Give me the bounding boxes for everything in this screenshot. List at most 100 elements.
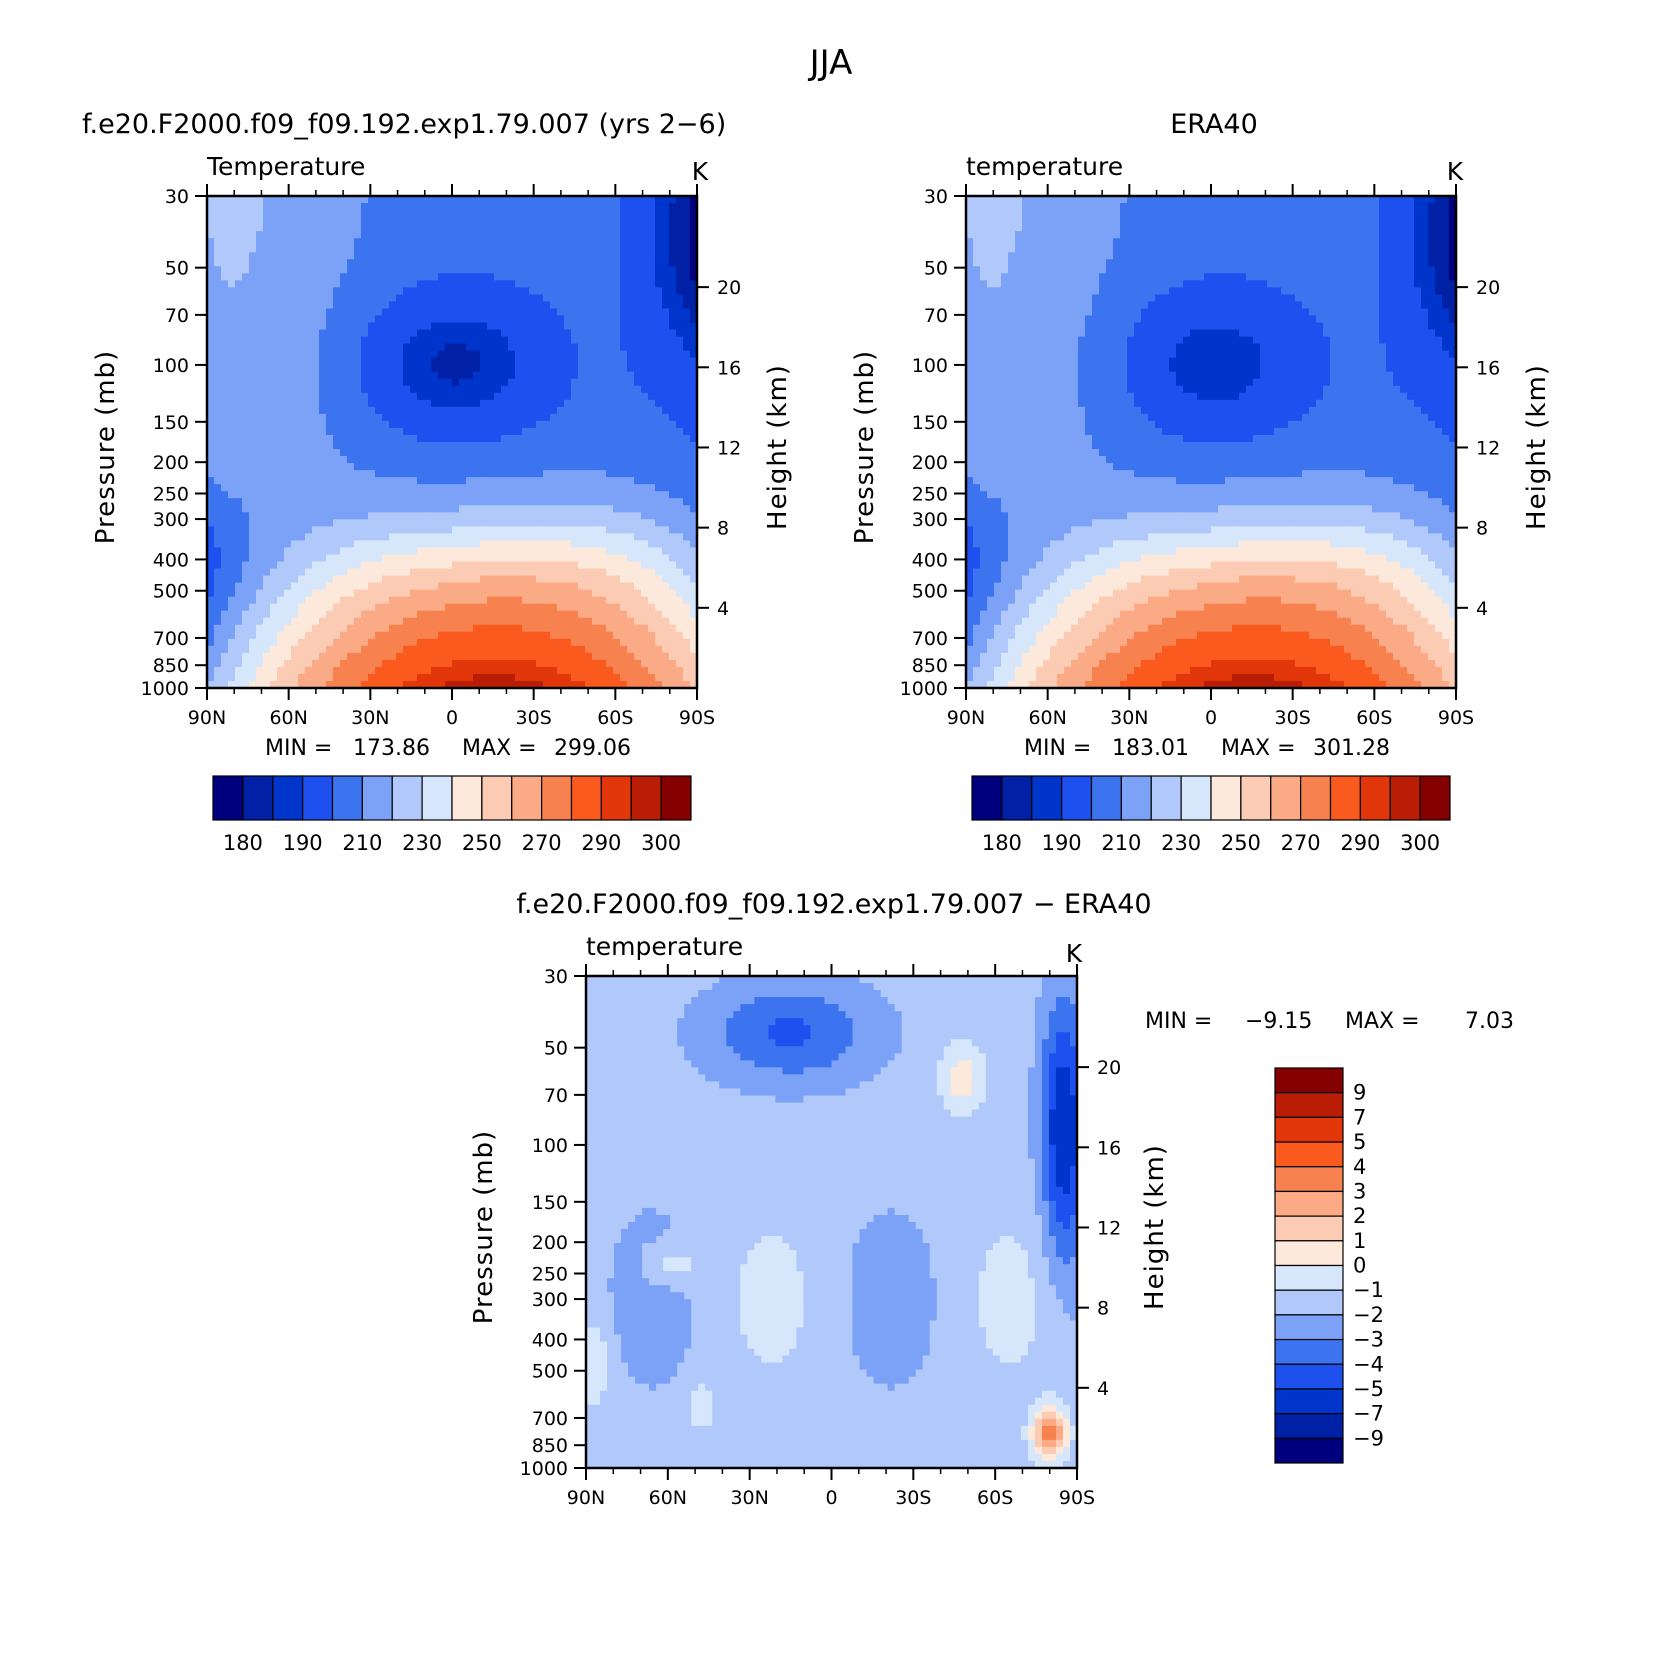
- contour-cell: [564, 576, 572, 584]
- contour-cell: [319, 491, 327, 499]
- contour-cell: [382, 294, 390, 302]
- contour-cell: [662, 611, 670, 619]
- contour-cell: [557, 491, 565, 499]
- contour-cell: [298, 421, 306, 429]
- contour-cell: [676, 414, 684, 422]
- contour-cell: [340, 273, 348, 281]
- contour-cell: [655, 449, 663, 457]
- contour-cell: [368, 512, 376, 520]
- contour-cell: [410, 315, 418, 323]
- contour-cell: [326, 660, 334, 668]
- contour-cell: [536, 618, 544, 626]
- contour-cell: [466, 365, 474, 373]
- contour-cell: [620, 287, 628, 295]
- contour-cell: [424, 505, 432, 513]
- contour-cell: [655, 238, 663, 246]
- contour-cell: [578, 526, 586, 534]
- contour-cell: [473, 315, 481, 323]
- contour-cell: [382, 569, 390, 577]
- contour-cell: [487, 442, 495, 450]
- contour-cell: [592, 273, 600, 281]
- contour-cell: [634, 287, 642, 295]
- contour-cell: [263, 344, 271, 352]
- contour-cell: [543, 449, 551, 457]
- contour-cell: [354, 484, 362, 492]
- contour-cell: [515, 323, 523, 331]
- contour-cell: [655, 505, 663, 513]
- contour-cell: [606, 301, 614, 309]
- contour-cell: [284, 667, 292, 675]
- contour-cell: [501, 660, 509, 668]
- contour-cell: [662, 323, 670, 331]
- contour-cell: [662, 252, 670, 260]
- contour-cell: [585, 491, 593, 499]
- contour-cell: [347, 224, 355, 232]
- contour-cell: [578, 400, 586, 408]
- contour-cell: [620, 351, 628, 359]
- contour-cell: [571, 386, 579, 394]
- contour-cell: [543, 287, 551, 295]
- contour-cell: [431, 337, 439, 345]
- contour-cell: [459, 351, 467, 359]
- contour-cell: [284, 330, 292, 338]
- contour-cell: [256, 674, 264, 682]
- contour-cell: [585, 386, 593, 394]
- contour-cell: [564, 611, 572, 619]
- contour-cell: [354, 491, 362, 499]
- contour-cell: [613, 372, 621, 380]
- contour-cell: [501, 210, 509, 218]
- contour-cell: [298, 477, 306, 485]
- contour-cell: [403, 358, 411, 366]
- contour-cell: [340, 330, 348, 338]
- contour-cell: [592, 512, 600, 520]
- contour-cell: [319, 358, 327, 366]
- contour-cell: [494, 653, 502, 661]
- contour-cell: [550, 561, 558, 569]
- contour-cell: [389, 597, 397, 605]
- contour-cell: [683, 625, 691, 633]
- contour-cell: [627, 266, 635, 274]
- contour-cell: [452, 569, 460, 577]
- contour-cell: [634, 498, 642, 506]
- contour-cell: [613, 259, 621, 267]
- contour-cell: [242, 294, 250, 302]
- contour-cell: [592, 259, 600, 267]
- contour-cell: [347, 456, 355, 464]
- contour-cell: [382, 632, 390, 640]
- contour-cell: [501, 449, 509, 457]
- contour-cell: [676, 273, 684, 281]
- contour-cell: [333, 674, 341, 682]
- contour-cell: [662, 597, 670, 605]
- contour-cell: [599, 561, 607, 569]
- contour-cell: [620, 533, 628, 541]
- contour-cell: [634, 667, 642, 675]
- contour-cell: [683, 301, 691, 309]
- contour-cell: [249, 505, 257, 513]
- contour-cell: [529, 505, 537, 513]
- contour-cell: [487, 337, 495, 345]
- figure-title: JJA: [808, 43, 853, 83]
- contour-cell: [620, 470, 628, 478]
- contour-cell: [620, 484, 628, 492]
- contour-cell: [487, 323, 495, 331]
- contour-cell: [466, 597, 474, 605]
- contour-cell: [270, 583, 278, 591]
- contour-cell: [459, 653, 467, 661]
- contour-cell: [515, 512, 523, 520]
- contour-cell: [431, 597, 439, 605]
- contour-cell: [277, 653, 285, 661]
- contour-cell: [620, 449, 628, 457]
- contour-cell: [550, 351, 558, 359]
- contour-cell: [536, 533, 544, 541]
- contour-cell: [459, 470, 467, 478]
- contour-cell: [340, 379, 348, 387]
- contour-cell: [578, 569, 586, 577]
- contour-cell: [438, 632, 446, 640]
- contour-cell: [242, 428, 250, 436]
- contour-cell: [312, 618, 320, 626]
- contour-cell: [480, 428, 488, 436]
- contour-cell: [270, 505, 278, 513]
- contour-cell: [389, 273, 397, 281]
- contour-cell: [340, 569, 348, 577]
- contour-cell: [459, 210, 467, 218]
